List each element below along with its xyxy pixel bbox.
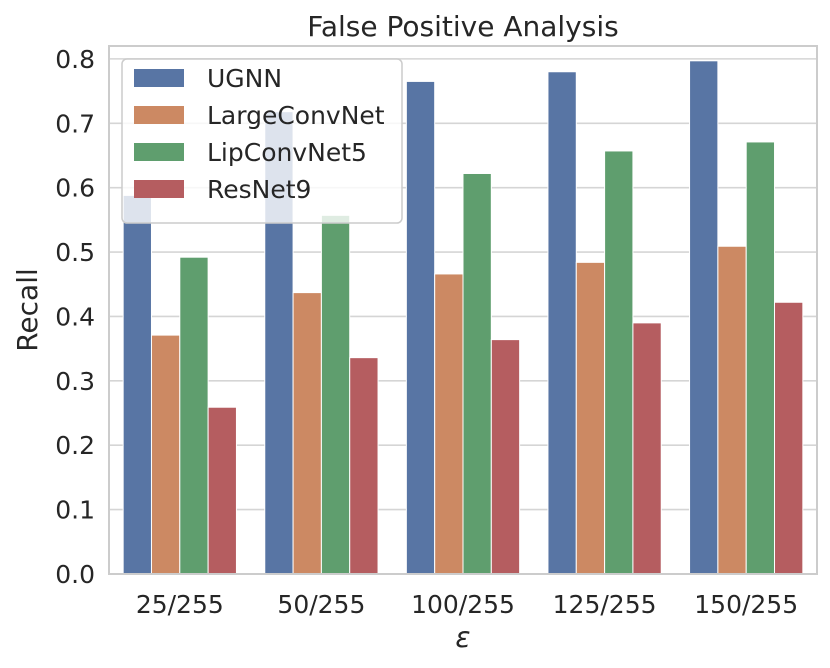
x-tick-label: 50/255: [277, 590, 365, 619]
y-tick-label: 0.5: [55, 238, 95, 267]
y-axis-label: Recall: [11, 268, 44, 352]
plot-border: [108, 45, 818, 575]
bar-largeconvnet-0: [150, 334, 181, 575]
x-tick-label: 125/255: [553, 590, 657, 619]
bar-largeconvnet-3: [575, 261, 606, 575]
bar-ugnn-3: [547, 71, 577, 575]
x-tick-label: 150/255: [694, 590, 798, 619]
bar-lipconvnet5-0: [179, 256, 209, 575]
bar-lipconvnet5-4: [745, 141, 776, 575]
bar-largeconvnet-4: [717, 245, 747, 575]
bar-largeconvnet-1: [292, 292, 322, 575]
legend-box: [121, 58, 403, 224]
bar-resnet9-0: [207, 406, 237, 575]
y-tick-label: 0.4: [55, 302, 95, 331]
bar-lipconvnet5-2: [462, 172, 492, 575]
x-tick-label: 25/255: [136, 590, 224, 619]
bar-resnet9-1: [349, 357, 379, 575]
legend-label: LargeConvNet: [207, 101, 385, 130]
y-tick-label: 0.3: [55, 367, 95, 396]
y-tick-label: 0.1: [55, 496, 95, 525]
x-tick-label: 100/255: [411, 590, 515, 619]
bar-resnet9-4: [774, 301, 804, 575]
legend-swatch-lipconvnet5: [134, 143, 184, 161]
chart-title: False Positive Analysis: [307, 10, 618, 43]
bar-lipconvnet5-3: [604, 150, 634, 575]
x-axis-ticks: 25/255 50/255 100/255 125/255 150/255: [136, 590, 798, 619]
x-axis-label: ε: [455, 621, 470, 654]
legend-swatch-largeconvnet: [134, 106, 184, 124]
bar-ugnn-4: [689, 60, 719, 575]
legend: UGNN LargeConvNet LipConvNet5 ResNet9: [121, 58, 403, 224]
bar-ugnn-2: [405, 80, 436, 575]
y-tick-label: 0.7: [55, 109, 95, 138]
legend-label: LipConvNet5: [207, 138, 367, 167]
bar-resnet9-3: [632, 322, 662, 575]
bar-largeconvnet-2: [434, 273, 464, 575]
legend-label: UGNN: [207, 64, 282, 93]
bar-resnet9-2: [490, 339, 521, 575]
legend-swatch-resnet9: [134, 180, 184, 198]
y-tick-label: 0.0: [55, 560, 95, 589]
y-tick-label: 0.2: [55, 431, 95, 460]
legend-label: ResNet9: [207, 175, 311, 204]
y-axis-ticks: 0.0 0.1 0.2 0.3 0.4 0.5 0.6 0.7 0.8: [55, 45, 95, 589]
y-tick-label: 0.6: [55, 174, 95, 203]
bar-lipconvnet5-1: [320, 214, 351, 575]
bar-ugnn-0: [122, 194, 152, 575]
y-tick-label: 0.8: [55, 45, 95, 74]
legend-swatch-ugnn: [134, 69, 184, 87]
plot-frame: [108, 45, 818, 575]
